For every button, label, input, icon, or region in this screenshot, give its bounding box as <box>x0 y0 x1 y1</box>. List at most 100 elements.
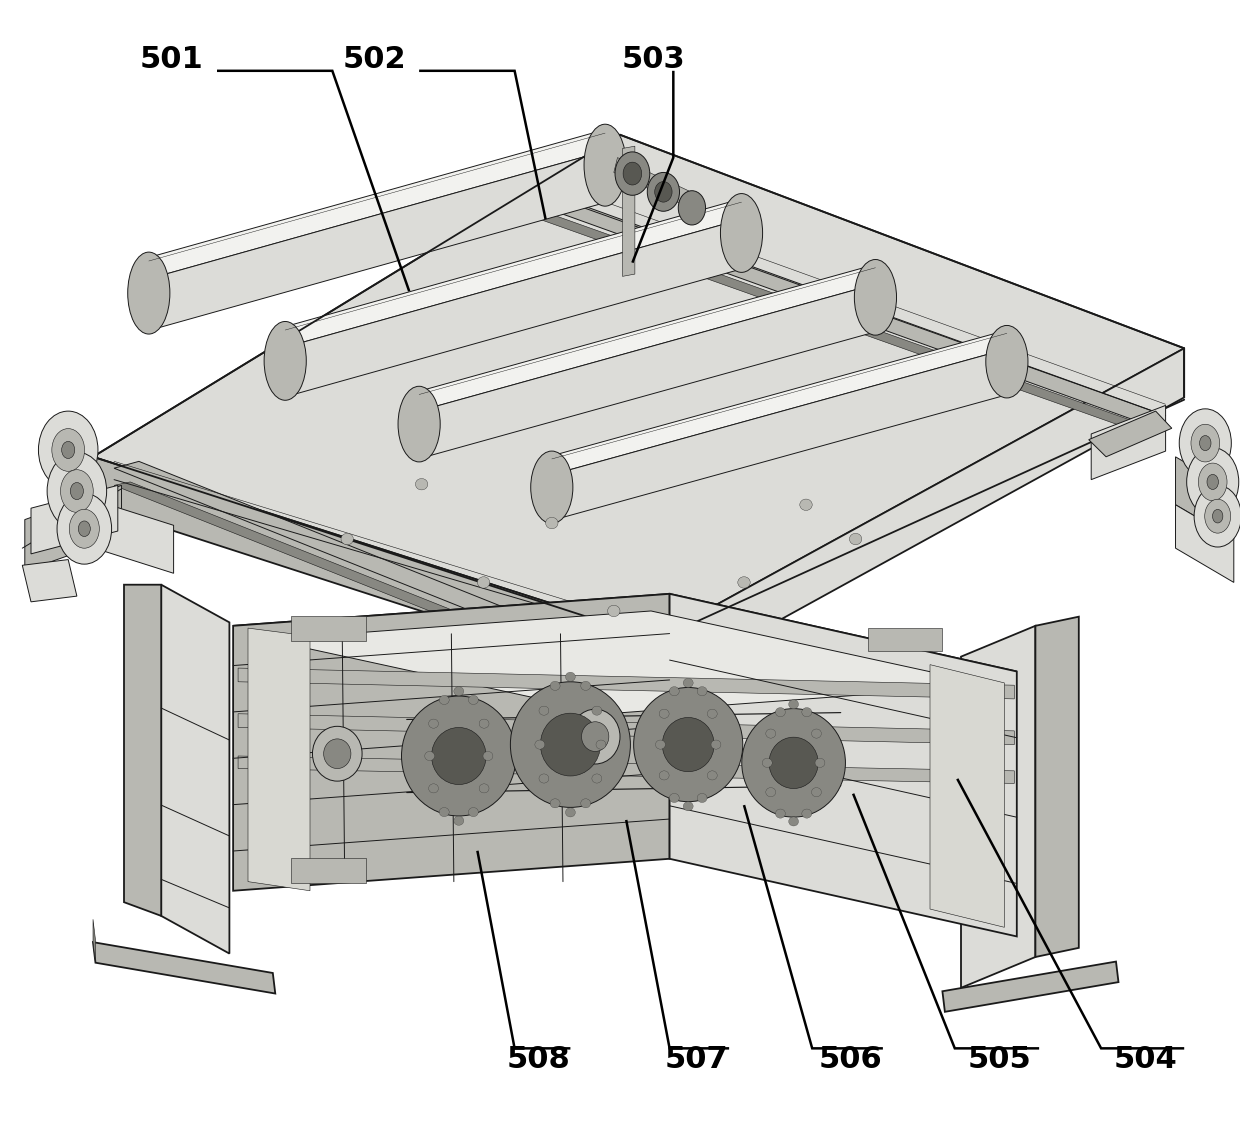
Ellipse shape <box>469 807 479 817</box>
Ellipse shape <box>78 521 91 537</box>
Ellipse shape <box>769 738 818 788</box>
Text: 506: 506 <box>818 1045 883 1075</box>
Ellipse shape <box>608 605 620 617</box>
Ellipse shape <box>324 739 351 769</box>
Ellipse shape <box>697 794 707 803</box>
Ellipse shape <box>531 451 573 523</box>
Text: 503: 503 <box>621 45 686 74</box>
Ellipse shape <box>128 252 170 335</box>
Polygon shape <box>622 146 635 276</box>
Polygon shape <box>149 151 605 330</box>
Text: 508: 508 <box>506 1045 570 1075</box>
Text: 507: 507 <box>665 1045 729 1075</box>
Ellipse shape <box>52 428 84 472</box>
Ellipse shape <box>789 817 799 826</box>
Ellipse shape <box>678 191 706 225</box>
Ellipse shape <box>660 709 670 718</box>
Ellipse shape <box>811 788 821 797</box>
Ellipse shape <box>546 517 558 529</box>
Ellipse shape <box>584 124 626 207</box>
Ellipse shape <box>720 193 763 272</box>
Ellipse shape <box>402 695 516 815</box>
Polygon shape <box>161 585 229 954</box>
Polygon shape <box>291 616 366 641</box>
Ellipse shape <box>454 686 464 695</box>
Polygon shape <box>1035 617 1079 957</box>
Ellipse shape <box>424 751 434 761</box>
Ellipse shape <box>707 771 717 780</box>
Ellipse shape <box>711 740 720 749</box>
Polygon shape <box>93 919 95 963</box>
Ellipse shape <box>565 807 575 817</box>
Text: 501: 501 <box>139 45 203 74</box>
Polygon shape <box>22 560 77 602</box>
Ellipse shape <box>439 807 449 817</box>
Polygon shape <box>267 611 992 714</box>
Ellipse shape <box>789 700 799 709</box>
Ellipse shape <box>582 722 609 751</box>
Polygon shape <box>961 626 1035 988</box>
Polygon shape <box>552 349 1007 521</box>
Ellipse shape <box>624 162 642 185</box>
Polygon shape <box>1176 505 1234 582</box>
Ellipse shape <box>775 708 785 717</box>
Text: 504: 504 <box>1114 1045 1178 1075</box>
Polygon shape <box>614 158 701 211</box>
Ellipse shape <box>662 717 714 772</box>
Ellipse shape <box>1198 464 1228 500</box>
Ellipse shape <box>634 687 743 802</box>
Ellipse shape <box>775 809 785 818</box>
Ellipse shape <box>415 478 428 490</box>
Ellipse shape <box>469 695 479 705</box>
Ellipse shape <box>429 783 439 793</box>
Polygon shape <box>868 628 942 651</box>
Ellipse shape <box>484 751 494 761</box>
Ellipse shape <box>738 577 750 588</box>
Polygon shape <box>1089 411 1172 457</box>
Polygon shape <box>124 585 161 916</box>
Polygon shape <box>25 485 122 571</box>
Ellipse shape <box>1187 448 1239 516</box>
Ellipse shape <box>655 182 672 202</box>
Polygon shape <box>114 461 676 683</box>
Ellipse shape <box>1199 435 1211 451</box>
Ellipse shape <box>591 774 601 783</box>
Ellipse shape <box>511 682 630 807</box>
Text: 505: 505 <box>967 1045 1032 1075</box>
Ellipse shape <box>580 798 590 807</box>
Ellipse shape <box>312 726 362 781</box>
Ellipse shape <box>742 708 846 818</box>
Polygon shape <box>533 214 1163 435</box>
Polygon shape <box>31 485 118 554</box>
Polygon shape <box>291 858 366 883</box>
Text: 502: 502 <box>342 45 407 74</box>
Ellipse shape <box>570 709 620 764</box>
Ellipse shape <box>683 678 693 687</box>
Ellipse shape <box>341 533 353 545</box>
Ellipse shape <box>477 577 490 588</box>
Ellipse shape <box>551 798 560 807</box>
Ellipse shape <box>71 483 83 499</box>
Ellipse shape <box>1190 425 1220 461</box>
Ellipse shape <box>534 740 544 749</box>
Ellipse shape <box>264 322 306 401</box>
Ellipse shape <box>596 740 606 749</box>
Ellipse shape <box>479 783 489 793</box>
Polygon shape <box>523 193 1159 420</box>
Ellipse shape <box>1179 409 1231 477</box>
Polygon shape <box>285 219 742 397</box>
Polygon shape <box>114 482 670 700</box>
Ellipse shape <box>398 386 440 461</box>
Polygon shape <box>93 457 657 687</box>
Ellipse shape <box>707 709 717 718</box>
Polygon shape <box>552 330 1007 475</box>
Ellipse shape <box>565 673 575 682</box>
Ellipse shape <box>38 411 98 489</box>
Ellipse shape <box>429 719 439 729</box>
Ellipse shape <box>432 727 486 785</box>
Ellipse shape <box>647 172 680 211</box>
Ellipse shape <box>580 682 590 691</box>
Ellipse shape <box>763 758 773 767</box>
Ellipse shape <box>1207 474 1219 490</box>
Ellipse shape <box>551 682 560 691</box>
